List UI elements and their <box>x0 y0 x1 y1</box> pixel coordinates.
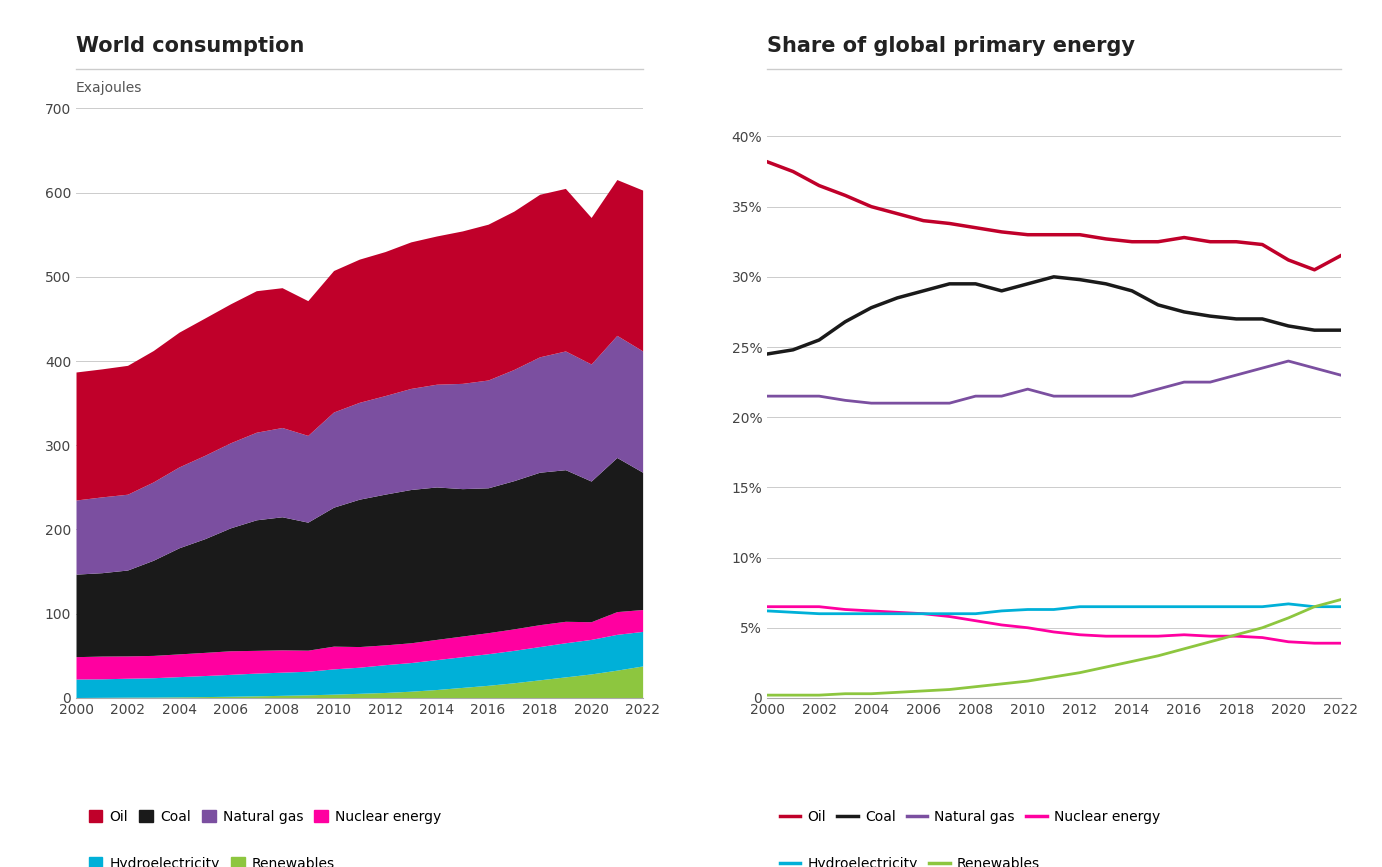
Legend: Hydroelectricity, Renewables: Hydroelectricity, Renewables <box>83 851 340 867</box>
Text: World consumption: World consumption <box>76 36 304 56</box>
Text: Exajoules: Exajoules <box>76 81 142 95</box>
Text: Share of global primary energy: Share of global primary energy <box>767 36 1135 56</box>
Legend: Hydroelectricity, Renewables: Hydroelectricity, Renewables <box>774 851 1045 867</box>
